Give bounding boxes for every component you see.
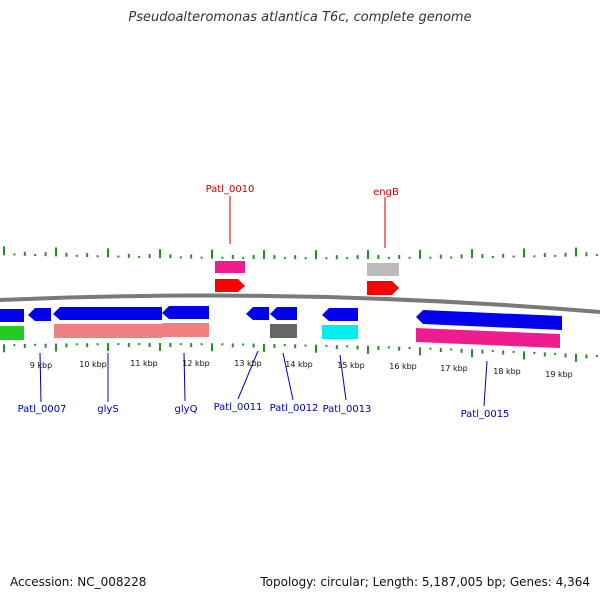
kbp-label: 19 kbp	[545, 370, 573, 379]
kbp-label: 13 kbp	[234, 359, 262, 368]
leader-patl-0011	[237, 350, 259, 400]
gc-skew-ticks-bottom	[3, 343, 598, 362]
leader-patl-0007	[39, 352, 42, 403]
gc-skew-ticks-top	[3, 246, 598, 260]
feature-engb-top[interactable]	[367, 263, 399, 276]
cds-patl-0007[interactable]	[28, 308, 51, 321]
feature-patl-0012-gene[interactable]	[270, 324, 297, 338]
cds-patl-0011[interactable]	[246, 307, 269, 320]
cds-glys[interactable]	[53, 307, 162, 320]
feature-patl-0010-top[interactable]	[215, 261, 245, 273]
feature-left-green[interactable]	[0, 326, 24, 340]
kbp-label: 16 kbp	[389, 362, 417, 371]
feature-patl-0013-gene[interactable]	[322, 325, 358, 339]
leader-patl-0013	[339, 354, 347, 401]
feature-glys-gene[interactable]	[54, 324, 162, 338]
gene-label-patl-0007[interactable]: Patl_0007	[18, 404, 67, 415]
cds-patl-0015[interactable]	[416, 310, 562, 330]
leader-patl-0015	[483, 360, 488, 407]
kbp-label: 15 kbp	[337, 361, 365, 370]
kbp-label: 14 kbp	[285, 360, 313, 369]
cds-engb[interactable]	[367, 281, 399, 295]
leader-glyq	[183, 352, 186, 402]
feature-glyq-gene[interactable]	[162, 323, 209, 337]
gene-label-patl-0015[interactable]: Patl_0015	[461, 409, 510, 420]
kbp-label: 12 kbp	[182, 359, 210, 368]
leader-patl-0012	[282, 352, 294, 401]
gene-label-patl-0013[interactable]: Patl_0013	[323, 404, 372, 415]
kbp-label: 17 kbp	[440, 364, 468, 373]
kbp-label: 18 kbp	[493, 367, 521, 376]
accession-text: Accession: NC_008228	[10, 575, 147, 589]
topology-text: Topology: circular; Length: 5,187,005 bp…	[260, 575, 590, 589]
gene-label-engb[interactable]: engB	[373, 187, 399, 198]
gene-label-patl-0011[interactable]: Patl_0011	[214, 402, 263, 413]
cds-patl-0012[interactable]	[270, 307, 297, 320]
gene-label-glys[interactable]: glyS	[97, 404, 118, 415]
map-title: Pseudoalteromonas atlantica T6c, complet…	[128, 10, 472, 25]
cds-patl-0013[interactable]	[322, 308, 358, 321]
genome-backbone	[0, 293, 600, 314]
cds-patl-0010[interactable]	[215, 279, 245, 292]
gene-label-glyq[interactable]: glyQ	[175, 404, 198, 415]
gene-label-patl-0012[interactable]: Patl_0012	[270, 403, 319, 414]
gene-label-patl-0010[interactable]: Patl_0010	[206, 184, 255, 195]
kbp-label: 10 kbp	[79, 360, 107, 369]
kbp-label: 11 kbp	[130, 359, 158, 368]
cds-glyq[interactable]	[162, 306, 209, 319]
kbp-label: 9 kbp	[30, 361, 52, 370]
cds-left-partial[interactable]	[0, 309, 24, 322]
feature-patl-0015-gene[interactable]	[416, 328, 560, 348]
